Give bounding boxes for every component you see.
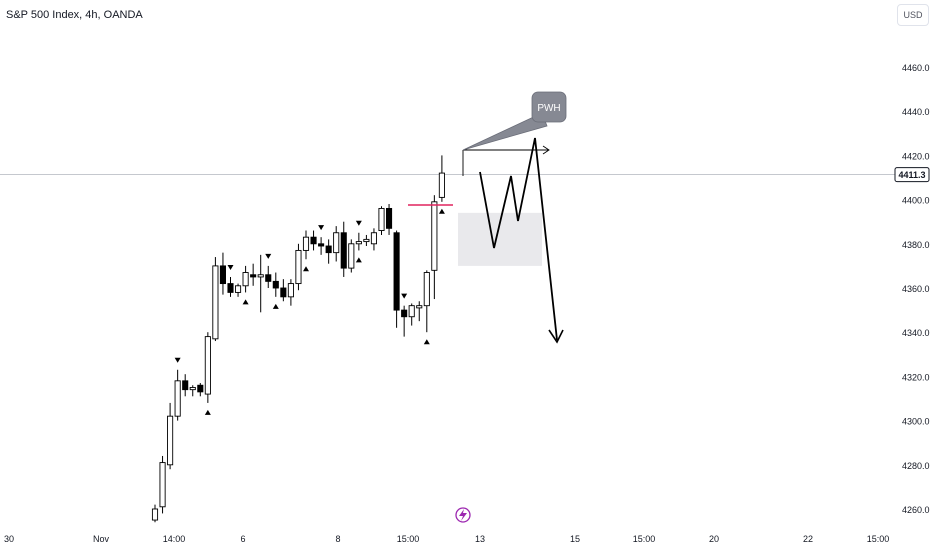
- price-tag: [894, 167, 930, 183]
- fractal-markers: [174, 208, 445, 415]
- fractal-up-marker: [438, 208, 445, 214]
- x-tick-label: 15: [570, 534, 580, 544]
- y-tick-label: 4440.0: [902, 107, 930, 117]
- x-tick-label: 20: [709, 534, 719, 544]
- y-tick-label: 4460.0: [902, 63, 930, 73]
- x-tick-label: 30: [4, 534, 14, 544]
- candle-bull: [151, 508, 159, 521]
- candle-bull: [159, 462, 166, 508]
- x-tick-label: 15:00: [867, 534, 890, 544]
- candle-bull: [302, 236, 310, 251]
- candle-bull: [257, 274, 264, 278]
- x-tick-label: 13: [475, 534, 485, 544]
- y-tick-label: 4260.0: [902, 505, 930, 515]
- candle-bear: [227, 283, 234, 293]
- y-tick-label: 4340.0: [902, 328, 930, 338]
- candle-bull: [295, 249, 302, 285]
- drawings: PWH: [408, 91, 567, 344]
- candle-bull: [189, 387, 196, 391]
- pwh-arrow-head: [542, 145, 550, 155]
- callout-label: PWH: [537, 103, 560, 114]
- candle-bear: [272, 280, 279, 289]
- price-tag-label: 4411.3: [898, 170, 925, 180]
- candle-bull: [287, 283, 294, 298]
- x-tick-label: 14:00: [163, 534, 186, 544]
- candle-bear: [280, 287, 287, 298]
- candle-bull: [333, 232, 340, 254]
- candle-bull: [431, 201, 438, 271]
- candle-bull: [408, 305, 415, 318]
- fractal-down-marker: [401, 293, 408, 299]
- symbol-title: S&P 500 Index, 4h, OANDA: [6, 9, 143, 21]
- candle-bear: [182, 380, 189, 391]
- y-tick-label: 4300.0: [902, 417, 930, 427]
- price-axis[interactable]: 4260.0 4280.0 4300.0 4320.0 4340.0 4360.0 4380…: [894, 63, 930, 515]
- y-tick-label: 4280.0: [902, 461, 930, 471]
- candle-bull: [370, 232, 378, 245]
- fractal-up-marker: [355, 257, 362, 263]
- projection-arrow-head: [548, 329, 564, 344]
- x-tick-label: 22: [803, 534, 813, 544]
- candle-bull: [423, 272, 430, 307]
- x-tick-label: 6: [240, 534, 245, 544]
- x-tick-label: 15:00: [633, 534, 656, 544]
- fractal-down-marker: [318, 225, 325, 231]
- candles: [151, 155, 445, 523]
- currency-button[interactable]: USD: [897, 4, 929, 26]
- candle-bear: [401, 309, 408, 318]
- candle-bull: [167, 415, 174, 466]
- fractal-down-marker: [227, 264, 234, 270]
- x-tick-label: Nov: [93, 534, 110, 544]
- candle-bear: [393, 232, 400, 311]
- candle-bull: [355, 241, 362, 245]
- y-tick-label: 4320.0: [902, 372, 930, 382]
- fractal-down-marker: [265, 253, 272, 259]
- candle-bear: [386, 207, 393, 229]
- candle-bear: [310, 236, 317, 245]
- fractal-down-marker: [355, 220, 362, 226]
- lightning-icon-bolt: [459, 509, 467, 521]
- candle-bear: [325, 245, 332, 254]
- candle-bear: [265, 274, 272, 282]
- x-tick-label: 8: [335, 534, 340, 544]
- candle-bear: [340, 232, 347, 269]
- y-tick-label: 4380.0: [902, 240, 930, 250]
- candle-bull: [174, 380, 181, 417]
- candle-bull: [363, 238, 370, 243]
- y-tick-label: 4420.0: [902, 151, 930, 161]
- fractal-up-marker: [204, 409, 211, 415]
- projection-path: [479, 137, 558, 341]
- candle-bear: [250, 274, 257, 278]
- x-tick-label: 15:00: [397, 534, 420, 544]
- y-tick-label: 4360.0: [902, 284, 930, 294]
- candle-bull: [416, 305, 423, 309]
- candle-bull: [242, 272, 249, 287]
- candle-bull: [234, 285, 242, 293]
- fractal-up-marker: [423, 339, 430, 345]
- time-axis[interactable]: 30 Nov 14:00 6 8 15:00 13 15 15:00 20 22 15:00: [4, 507, 890, 544]
- candle-bull: [378, 207, 385, 231]
- candle-bear: [197, 384, 204, 393]
- candle-bull: [212, 265, 219, 340]
- callout-bubble: [531, 91, 567, 123]
- candle-bull: [204, 336, 211, 395]
- fractal-up-marker: [303, 266, 309, 272]
- candle-bear: [219, 265, 227, 285]
- candle-bull: [438, 172, 445, 198]
- fractal-down-marker: [174, 357, 181, 363]
- fractal-up-marker: [272, 303, 279, 309]
- candle-bear: [318, 243, 325, 247]
- candle-bull: [348, 243, 355, 269]
- y-tick-label: 4400.0: [902, 196, 930, 206]
- lightning-icon[interactable]: [455, 507, 471, 523]
- fractal-up-marker: [242, 299, 249, 305]
